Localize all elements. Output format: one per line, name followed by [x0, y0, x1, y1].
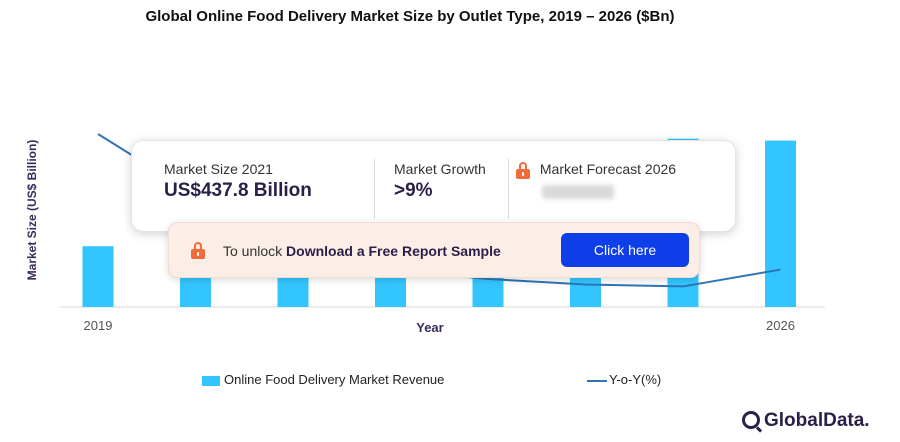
market-growth-value: >9%: [394, 180, 433, 201]
card-divider: [374, 159, 375, 219]
x-tick-label-2026: 2026: [766, 318, 795, 333]
chart-title: Global Online Food Delivery Market Size …: [145, 8, 675, 25]
legend-revenue-label: Online Food Delivery Market Revenue: [224, 372, 445, 387]
download-sample-link[interactable]: Download a Free Report Sample: [286, 243, 501, 259]
y-axis-label: Market Size (US$ Billion): [25, 139, 39, 281]
market-summary-card: Market Size 2021 US$437.8 Billion Market…: [131, 140, 736, 232]
unlock-text: To unlock Download a Free Report Sample: [223, 243, 501, 259]
legend-item-yoy: Y-o-Y(%): [587, 372, 661, 387]
bar-2026: [765, 140, 796, 307]
blurred-forecast-value: [542, 184, 614, 199]
lock-icon: [516, 161, 530, 179]
card-divider: [508, 159, 509, 219]
market-forecast-text: Market Forecast 2026: [539, 161, 677, 177]
lock-icon: [191, 242, 205, 259]
click-here-button[interactable]: Click here: [561, 233, 689, 267]
legend-item-revenue: Online Food Delivery Market Revenue: [202, 372, 444, 387]
globaldata-logo-icon: [742, 411, 760, 429]
bar-2019: [82, 246, 114, 307]
globaldata-logo: GlobalData.: [742, 410, 870, 432]
market-size-value: US$437.8 Billion: [164, 180, 312, 201]
legend-yoy-label: Y-o-Y(%): [609, 372, 662, 387]
market-forecast-label: Market Forecast 2026: [516, 161, 676, 179]
legend-bar-swatch: [202, 375, 220, 386]
market-size-label: Market Size 2021: [164, 161, 273, 177]
x-tick-label-2019: 2019: [84, 318, 113, 333]
legend-line-swatch: [587, 379, 607, 382]
market-growth-label: Market Growth: [394, 161, 486, 177]
unlock-banner: To unlock Download a Free Report Sample …: [168, 222, 700, 278]
x-axis-label: Year: [416, 320, 443, 335]
